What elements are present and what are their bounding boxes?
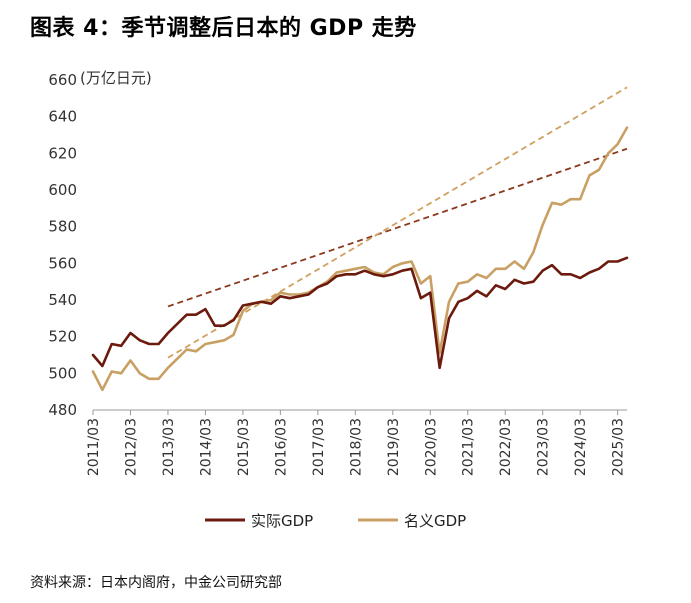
- y-tick-label: 580: [48, 218, 77, 236]
- x-tick-label: 2012/03: [123, 418, 139, 476]
- y-tick-label: 640: [48, 108, 77, 126]
- x-tick-label: 2020/03: [423, 418, 439, 476]
- x-tick-label: 2024/03: [573, 418, 589, 476]
- y-tick-label: 540: [48, 291, 77, 309]
- legend-label-real: 实际GDP: [251, 512, 313, 530]
- trendlines: [167, 86, 628, 359]
- series-lines: [91, 126, 629, 392]
- y-axis-ticks: 480 500 520 540 560 580 600 620 640 660: [48, 71, 77, 419]
- x-tick-label: 2013/03: [161, 418, 177, 476]
- x-tick-label: 2021/03: [461, 418, 477, 476]
- x-tick-label: 2011/03: [86, 418, 102, 476]
- y-tick-label: 620: [48, 144, 77, 162]
- legend: 实际GDP 名义GDP: [205, 512, 466, 530]
- source-note: 资料来源：日本内阁府，中金公司研究部: [30, 575, 282, 591]
- trendline: [167, 147, 628, 308]
- y-tick-label: 480: [48, 401, 77, 419]
- y-tick-label: 560: [48, 254, 77, 272]
- legend-label-nominal: 名义GDP: [404, 512, 466, 530]
- trendline: [167, 86, 628, 359]
- x-tick-label: 2025/03: [611, 418, 627, 476]
- x-tick-label: 2015/03: [236, 418, 252, 476]
- real-gdp-line: [91, 256, 629, 370]
- x-tick-label: 2016/03: [273, 418, 289, 476]
- x-axis-ticks: 2011/03 2012/03 2013/03 2014/03 2015/03 2016/…: [86, 418, 627, 476]
- x-tick-label: 2017/03: [311, 418, 327, 476]
- x-tick-label: 2018/03: [348, 418, 364, 476]
- x-tick-label: 2019/03: [386, 418, 402, 476]
- figure-title: 图表 4：季节调整后日本的 GDP 走势: [30, 16, 417, 41]
- y-axis-unit-label: (万亿日元): [80, 69, 152, 87]
- axes: [92, 409, 627, 415]
- y-tick-label: 520: [48, 328, 77, 346]
- y-tick-label: 600: [48, 181, 77, 199]
- nominal-gdp-line: [91, 126, 629, 392]
- x-tick-label: 2014/03: [198, 418, 214, 476]
- y-tick-label: 660: [48, 71, 77, 89]
- x-tick-label: 2023/03: [536, 418, 552, 476]
- x-tick-label: 2022/03: [498, 418, 514, 476]
- y-tick-label: 500: [48, 364, 77, 382]
- gdp-line-chart: (万亿日元) 480 500 520 540 560 580 600 620 640 660 20…: [48, 69, 629, 530]
